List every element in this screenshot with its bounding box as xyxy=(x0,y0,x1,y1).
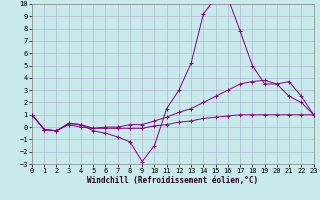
X-axis label: Windchill (Refroidissement éolien,°C): Windchill (Refroidissement éolien,°C) xyxy=(87,176,258,185)
